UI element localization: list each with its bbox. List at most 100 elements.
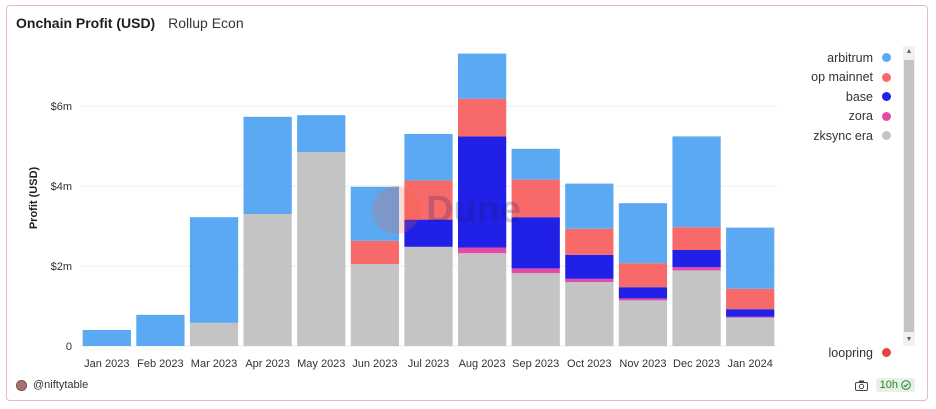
scroll-thumb[interactable] xyxy=(904,60,914,332)
bar-segment-op-mainnet[interactable] xyxy=(457,98,507,137)
y-tick-label: $6m xyxy=(51,101,72,113)
bar-segment-arbitrum[interactable] xyxy=(672,136,721,228)
legend-label: zksync era xyxy=(813,128,873,143)
legend-item-loopring[interactable]: loopring xyxy=(761,343,891,363)
bar-segment-arbitrum[interactable] xyxy=(189,217,239,323)
legend-label: arbitrum xyxy=(827,50,873,65)
bar-segment-zksync-era[interactable] xyxy=(618,300,668,346)
legend-item-base[interactable]: base xyxy=(761,87,891,107)
bar-segment-zksync-era[interactable] xyxy=(457,253,507,346)
bar-segment-base[interactable] xyxy=(672,250,721,268)
bar-segment-zora[interactable] xyxy=(726,316,775,318)
x-tick-label: Jul 2023 xyxy=(408,358,450,370)
avatar xyxy=(16,379,27,391)
x-tick-label: Apr 2023 xyxy=(245,358,290,370)
x-tick-label: Aug 2023 xyxy=(459,358,506,370)
legend: arbitrum op mainnet base zora zksync era… xyxy=(761,48,891,360)
x-tick-label: May 2023 xyxy=(297,358,345,370)
bar-segment-zksync-era[interactable] xyxy=(189,322,239,346)
scroll-up-arrow-icon[interactable]: ▲ xyxy=(905,48,913,55)
bar-segment-zksync-era[interactable] xyxy=(726,317,775,346)
chart-card: 0 $2m $4m $6m Jan 2023 Feb 2023 Mar 2023 Apr 2… xyxy=(6,5,928,401)
author-name: @niftytable xyxy=(33,379,89,391)
bar-segment-op-mainnet[interactable] xyxy=(350,240,400,264)
bar-segment-op-mainnet[interactable] xyxy=(404,180,453,220)
author-credit[interactable]: @niftytable xyxy=(16,379,88,391)
bar-segment-base[interactable] xyxy=(404,219,453,247)
bar-segment-arbitrum[interactable] xyxy=(511,148,560,180)
y-axis-label: Profit (USD) xyxy=(28,167,40,230)
bar-segment-arbitrum[interactable] xyxy=(618,203,668,264)
legend-item-zksync-era[interactable]: zksync era xyxy=(761,126,891,146)
bar-segment-zksync-era[interactable] xyxy=(672,270,721,346)
bar-segment-op-mainnet[interactable] xyxy=(726,288,775,310)
bar-segment-base[interactable] xyxy=(511,217,560,269)
bar-segment-arbitrum[interactable] xyxy=(297,115,346,152)
legend-label: loopring xyxy=(828,345,873,360)
freshness-badge[interactable]: 10h xyxy=(875,378,915,392)
legend-item-zora[interactable]: zora xyxy=(761,107,891,127)
bar-segment-zksync-era[interactable] xyxy=(404,246,453,346)
bar-segment-arbitrum[interactable] xyxy=(243,116,292,214)
bar-segment-op-mainnet[interactable] xyxy=(672,227,721,250)
x-tick-label: Oct 2023 xyxy=(567,358,612,370)
bar-segment-arbitrum[interactable] xyxy=(726,227,775,289)
x-tick-label: Jun 2023 xyxy=(352,358,397,370)
bar-segment-arbitrum[interactable] xyxy=(82,330,131,346)
bar-segment-arbitrum[interactable] xyxy=(136,314,185,346)
legend-label: op mainnet xyxy=(811,70,873,85)
bar-segment-zksync-era[interactable] xyxy=(511,273,560,346)
legend-label: base xyxy=(845,89,873,104)
bar-segment-zora[interactable] xyxy=(457,247,507,254)
scroll-down-arrow-icon[interactable]: ▼ xyxy=(905,336,913,343)
legend-scrollbar[interactable]: ▲ ▼ xyxy=(903,46,915,346)
bar-segment-arbitrum[interactable] xyxy=(565,183,614,229)
bar-segment-zora[interactable] xyxy=(672,267,721,271)
bar-segment-arbitrum[interactable] xyxy=(350,186,400,241)
bar-segment-op-mainnet[interactable] xyxy=(565,228,614,255)
chart-header: Onchain Profit (USD) Rollup Econ xyxy=(16,15,244,31)
freshness-text: 10h xyxy=(879,379,898,391)
bar-segment-base[interactable] xyxy=(565,254,614,279)
bar-segment-zksync-era[interactable] xyxy=(565,282,614,346)
legend-dot xyxy=(882,72,891,82)
footer-actions: 10h xyxy=(854,378,915,392)
stacked-bar-chart: 0 $2m $4m $6m Jan 2023 Feb 2023 Mar 2023 Apr 2… xyxy=(28,53,777,370)
bar-segment-zora[interactable] xyxy=(511,268,560,274)
bars xyxy=(82,53,775,346)
x-tick-label: Mar 2023 xyxy=(191,358,237,370)
bar-segment-op-mainnet[interactable] xyxy=(511,179,560,218)
bar-segment-base[interactable] xyxy=(457,136,507,248)
y-tick-label: $4m xyxy=(51,181,72,193)
x-tick-label: Jan 2024 xyxy=(728,358,773,370)
bar-segment-zora[interactable] xyxy=(618,298,668,301)
x-tick-label: Feb 2023 xyxy=(137,358,183,370)
x-axis: Jan 2023 Feb 2023 Mar 2023 Apr 2023 May 2023… xyxy=(84,358,773,370)
bar-segment-zksync-era[interactable] xyxy=(297,152,346,346)
bar-segment-arbitrum[interactable] xyxy=(457,53,507,99)
bar-segment-zora[interactable] xyxy=(565,278,614,282)
bar-segment-zksync-era[interactable] xyxy=(350,264,400,346)
x-tick-label: Sep 2023 xyxy=(512,358,559,370)
legend-item-op-mainnet[interactable]: op mainnet xyxy=(761,68,891,88)
legend-dot xyxy=(882,348,891,358)
bar-segment-zksync-era[interactable] xyxy=(243,214,292,346)
bar-segment-base[interactable] xyxy=(618,287,668,299)
legend-dot xyxy=(882,53,891,63)
x-tick-label: Nov 2023 xyxy=(619,358,666,370)
y-tick-label: $2m xyxy=(51,261,72,273)
chart-subtitle[interactable]: Rollup Econ xyxy=(168,15,244,31)
legend-dot xyxy=(882,92,891,102)
bar-segment-op-mainnet[interactable] xyxy=(618,263,668,288)
bar-segment-base[interactable] xyxy=(726,309,775,317)
legend-dot xyxy=(882,111,891,121)
x-tick-label: Jan 2023 xyxy=(84,358,129,370)
y-axis: 0 $2m $4m $6m xyxy=(51,101,72,353)
y-tick-label: 0 xyxy=(66,341,72,353)
legend-item-arbitrum[interactable]: arbitrum xyxy=(761,48,891,68)
bar-segment-arbitrum[interactable] xyxy=(404,134,453,181)
chart-title: Onchain Profit (USD) xyxy=(16,15,156,31)
x-tick-label: Dec 2023 xyxy=(673,358,720,370)
check-circle-icon xyxy=(901,380,911,390)
camera-icon[interactable] xyxy=(854,380,868,391)
